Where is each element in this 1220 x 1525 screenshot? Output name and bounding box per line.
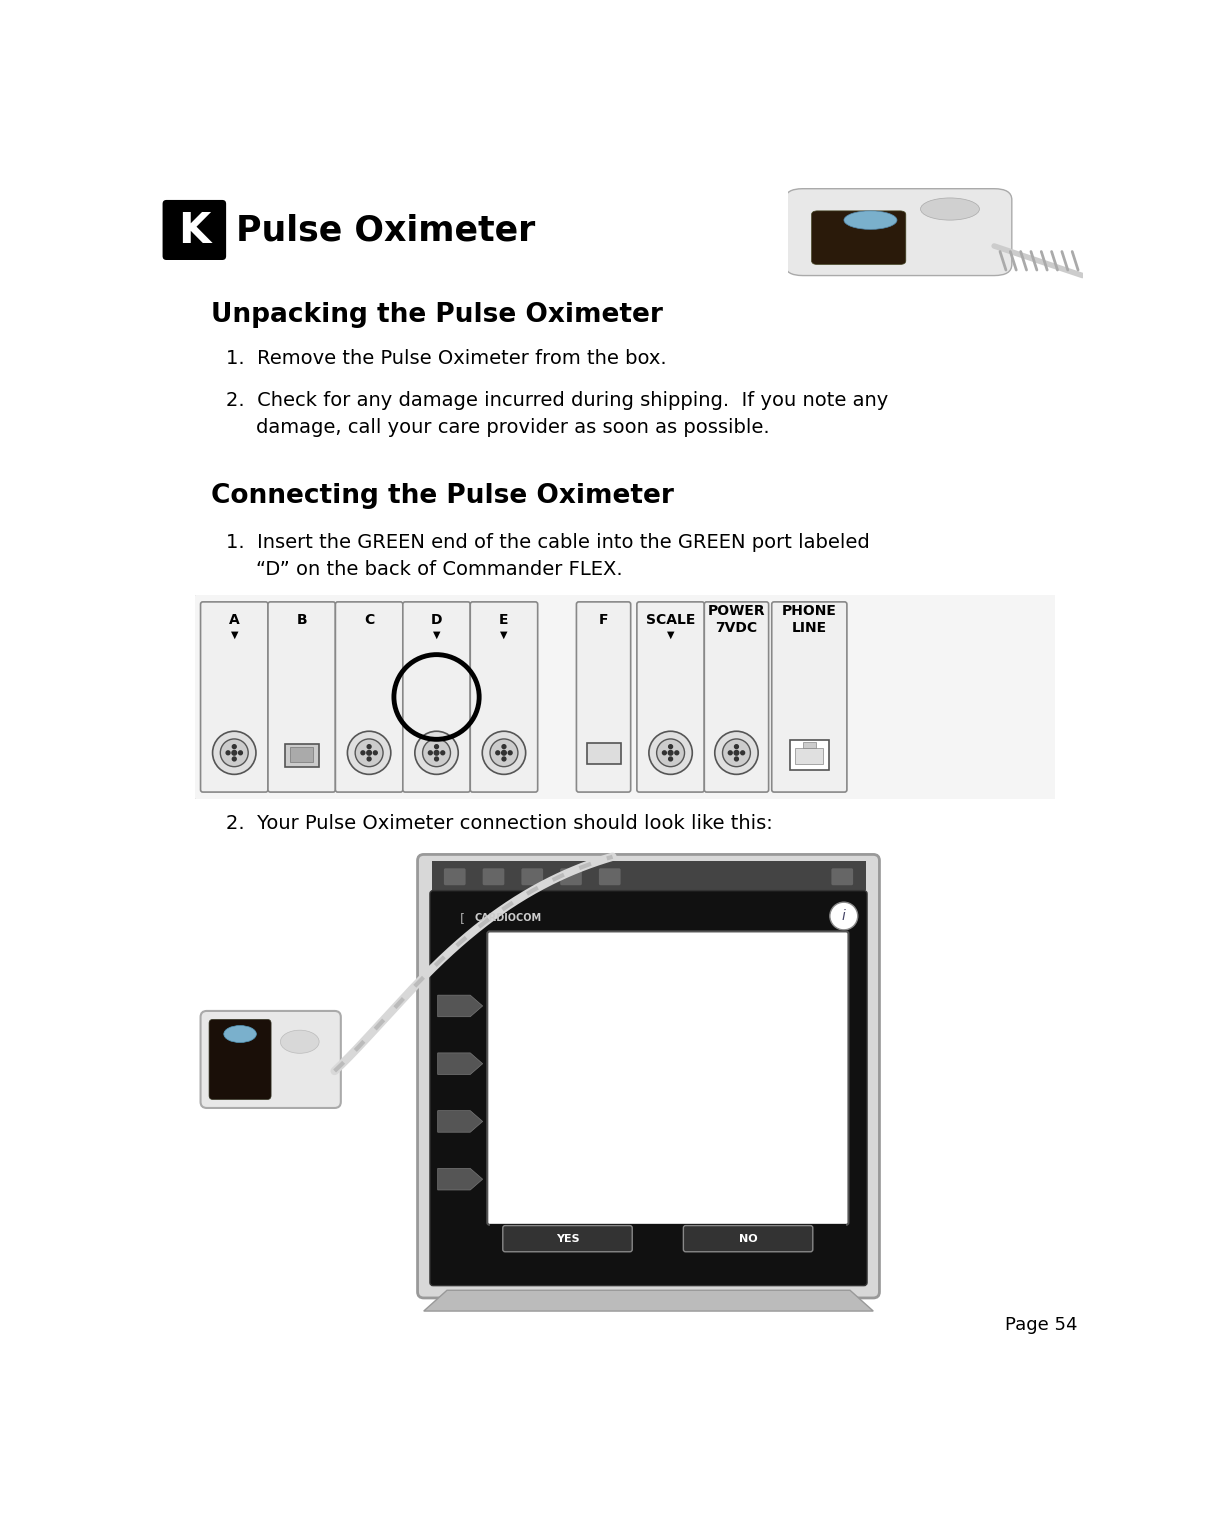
Text: K: K — [178, 210, 211, 252]
Text: 2.  Your Pulse Oximeter connection should look like this:: 2. Your Pulse Oximeter connection should… — [226, 814, 773, 833]
Text: damage, call your care provider as soon as possible.: damage, call your care provider as soon … — [255, 418, 769, 436]
Text: 1.  Insert the GREEN end of the cable into the GREEN port labeled: 1. Insert the GREEN end of the cable int… — [226, 534, 870, 552]
Text: 1.  Remove the Pulse Oximeter from the box.: 1. Remove the Pulse Oximeter from the bo… — [226, 349, 667, 368]
Text: Pulse Oximeter: Pulse Oximeter — [237, 214, 536, 247]
Text: Page 54: Page 54 — [1005, 1316, 1077, 1334]
Text: Unpacking the Pulse Oximeter: Unpacking the Pulse Oximeter — [211, 302, 662, 328]
FancyBboxPatch shape — [162, 200, 226, 259]
Text: 2.  Check for any damage incurred during shipping.  If you note any: 2. Check for any damage incurred during … — [226, 390, 888, 410]
Text: Connecting the Pulse Oximeter: Connecting the Pulse Oximeter — [211, 483, 673, 509]
Text: “D” on the back of Commander FLEX.: “D” on the back of Commander FLEX. — [255, 560, 622, 580]
